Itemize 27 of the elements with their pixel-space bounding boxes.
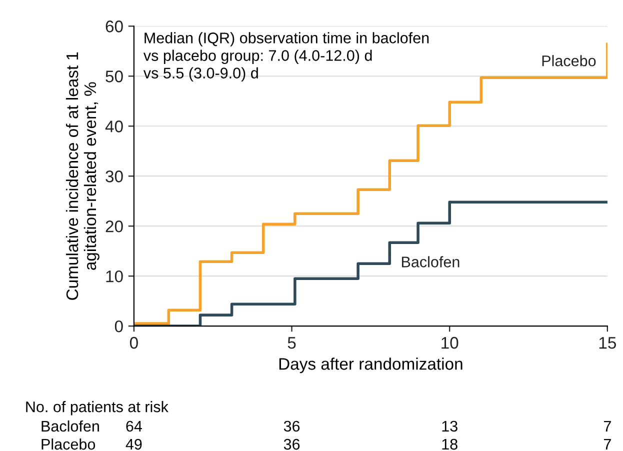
text: 64 <box>126 420 142 432</box>
y-axis-title: Cumulative incidence of at least 1 agitation-related event, % <box>66 52 100 300</box>
text: 7 <box>604 439 611 450</box>
series-label: Baclofen <box>402 256 460 268</box>
y-tick-label: 60 <box>106 20 123 32</box>
y-tick-label: 0 <box>114 320 123 332</box>
series-label: Placebo <box>542 55 596 66</box>
x-tick-label: 15 <box>599 337 616 349</box>
text: Placebo <box>42 438 96 450</box>
x-tick-label: 5 <box>288 337 296 349</box>
y-tick-label: 50 <box>106 70 123 82</box>
text: 36 <box>284 420 300 432</box>
text: 7 <box>604 420 611 432</box>
text: No. of patients at risk <box>26 401 168 416</box>
text: 49 <box>126 438 142 450</box>
x-tick-label: 10 <box>442 336 458 349</box>
x-tick-label: 0 <box>130 336 138 349</box>
y-tick-label: 30 <box>106 170 123 182</box>
y-tick-label: 40 <box>105 120 123 132</box>
text: 13 <box>442 420 458 432</box>
text: 18 <box>442 438 458 450</box>
text: Baclofen <box>42 420 99 432</box>
text: 36 <box>284 438 300 450</box>
y-tick-label: 20 <box>106 220 123 232</box>
x-axis-title: Days after randomization <box>279 358 462 374</box>
y-tick-label: 10 <box>106 270 123 282</box>
annotation: Median (IQR) observation time in baclofen vs placebo group: 7.0 (4.0-12.0) d vs 5.5 (3.0-9.0) d <box>143 32 429 82</box>
